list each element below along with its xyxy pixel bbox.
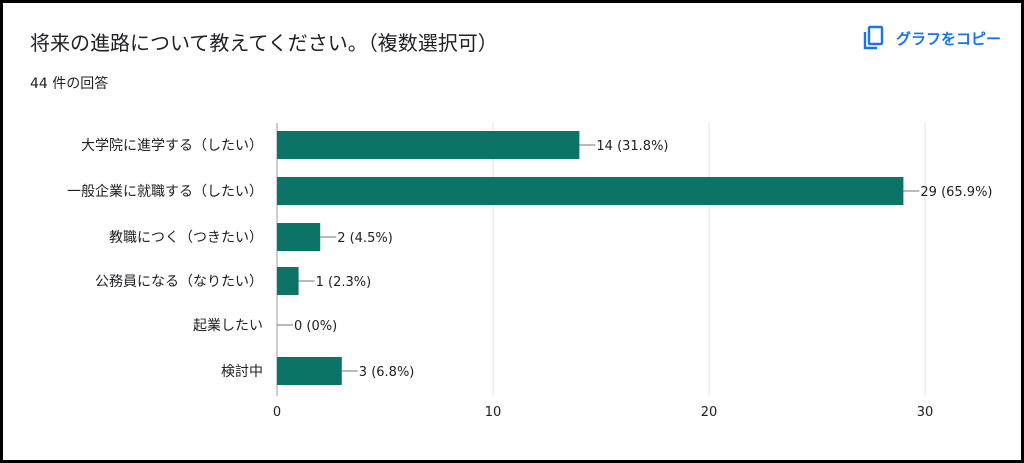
question-title: 将来の進路について教えてください。（複数選択可） — [30, 31, 498, 55]
category-label: 起業したい — [193, 318, 263, 334]
category-label: 公務員になる（なりたい） — [95, 274, 263, 290]
value-label: 0 (0%) — [294, 319, 337, 334]
bar-chart: 0 10 20 30 大学院に進学する（したい） 14 (31.8%) 一般企業に就職する（… — [67, 123, 993, 420]
bar[interactable] — [277, 357, 342, 385]
x-tick-label: 0 — [273, 405, 281, 420]
copy-chart-label: グラフをコピー — [895, 29, 1001, 48]
category-label: 検討中 — [221, 364, 263, 380]
response-count: 44 件の回答 — [30, 76, 109, 92]
category-label: 一般企業に就職する（したい） — [67, 183, 263, 200]
value-label: 29 (65.9%) — [920, 185, 992, 200]
x-tick-label: 30 — [917, 405, 934, 420]
category-label: 教職につく（つきたい） — [109, 230, 263, 246]
bar[interactable] — [277, 131, 580, 159]
x-tick-label: 10 — [485, 405, 502, 420]
copy-chart-button[interactable]: グラフをコピー — [862, 25, 1001, 51]
copy-icon — [862, 25, 884, 51]
bar[interactable] — [277, 177, 904, 205]
value-label: 3 (6.8%) — [359, 365, 415, 380]
value-label: 14 (31.8%) — [596, 139, 668, 154]
x-tick-label: 20 — [701, 405, 718, 420]
value-label: 2 (4.5%) — [337, 231, 393, 246]
value-label: 1 (2.3%) — [316, 275, 372, 290]
bar[interactable] — [277, 267, 299, 295]
bar[interactable] — [277, 223, 321, 251]
category-label: 大学院に進学する（したい） — [81, 138, 263, 154]
